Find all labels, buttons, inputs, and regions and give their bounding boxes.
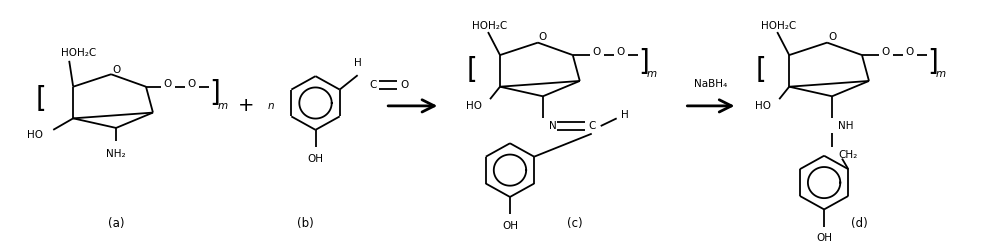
Text: O: O: [188, 79, 196, 89]
Text: OH: OH: [308, 154, 324, 164]
Text: O: O: [539, 32, 547, 42]
Text: m: m: [647, 69, 657, 79]
Text: O: O: [400, 80, 409, 90]
Text: n: n: [267, 101, 274, 111]
Text: m: m: [218, 101, 228, 111]
Text: m: m: [936, 69, 946, 79]
Text: [: [: [756, 56, 767, 84]
Text: NH: NH: [838, 121, 854, 131]
Text: O: O: [828, 32, 836, 42]
Text: HO: HO: [466, 101, 482, 111]
Text: C: C: [588, 121, 595, 131]
Text: N: N: [549, 121, 557, 131]
Text: OH: OH: [816, 233, 832, 243]
Text: HO: HO: [27, 130, 43, 140]
Text: (c): (c): [567, 217, 583, 230]
Text: OH: OH: [502, 221, 518, 231]
Text: O: O: [906, 47, 914, 57]
Text: O: O: [593, 47, 601, 57]
Text: ]: ]: [927, 48, 938, 76]
Text: HO: HO: [755, 101, 771, 111]
Text: HOH₂C: HOH₂C: [472, 21, 507, 31]
Text: H: H: [354, 58, 362, 68]
Text: ]: ]: [209, 79, 220, 107]
Text: C: C: [370, 80, 377, 90]
Text: [: [: [36, 85, 47, 113]
Text: HOH₂C: HOH₂C: [61, 48, 96, 58]
Text: NH₂: NH₂: [106, 149, 126, 159]
Text: NaBH₄: NaBH₄: [694, 79, 728, 89]
Text: O: O: [882, 47, 890, 57]
Text: ]: ]: [638, 48, 649, 76]
Text: (d): (d): [851, 217, 867, 230]
Text: (a): (a): [108, 217, 124, 230]
Text: +: +: [237, 96, 254, 115]
Text: CH₂: CH₂: [838, 150, 857, 160]
Text: (b): (b): [297, 217, 314, 230]
Text: HOH₂C: HOH₂C: [761, 21, 797, 31]
Text: O: O: [164, 79, 172, 89]
Text: H: H: [621, 110, 629, 120]
Text: O: O: [617, 47, 625, 57]
Text: O: O: [112, 65, 120, 75]
Text: [: [: [467, 56, 478, 84]
